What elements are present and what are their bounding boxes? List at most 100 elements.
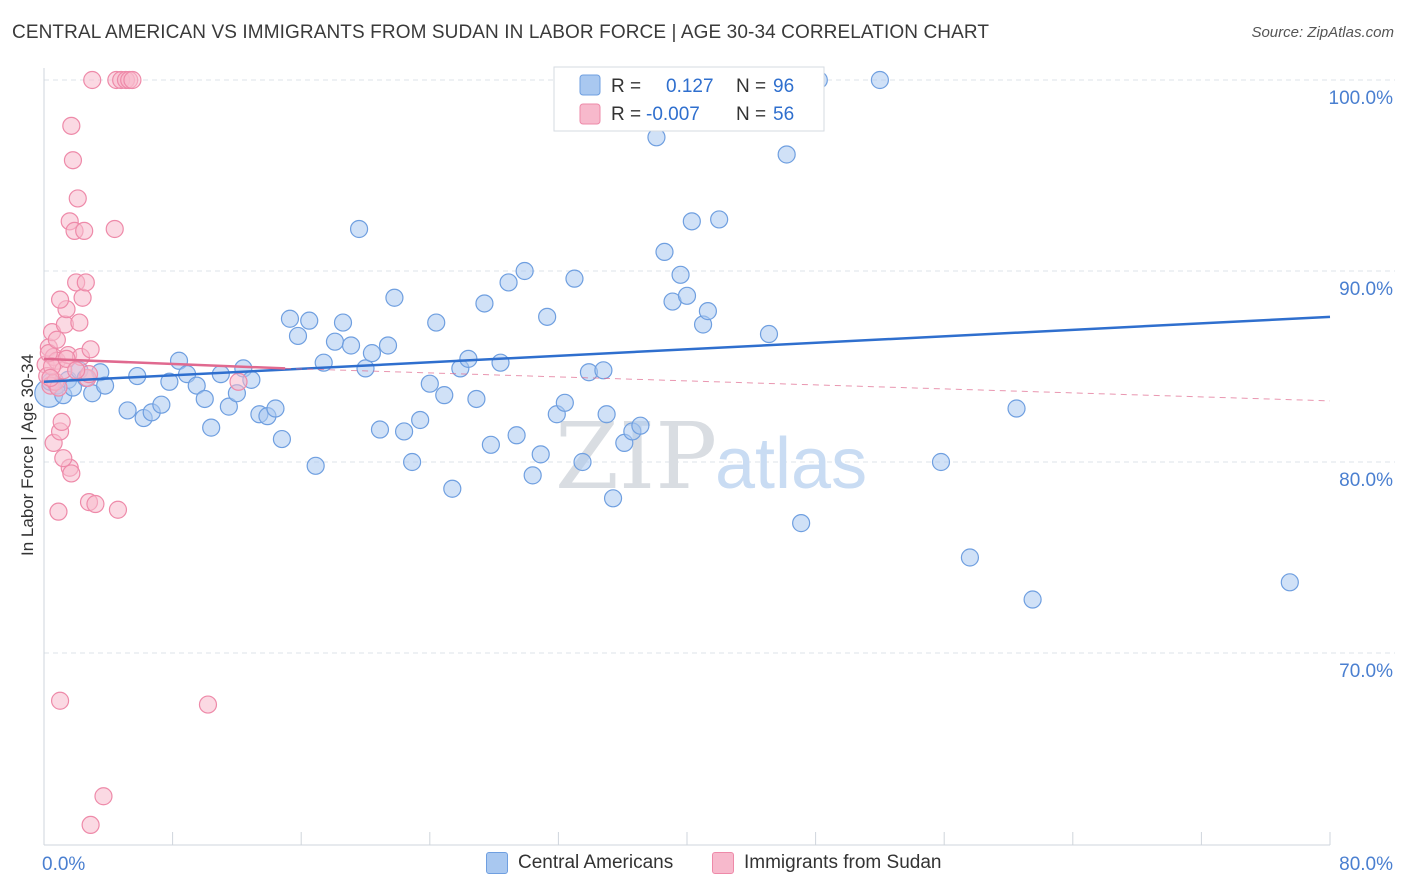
trend-line-extension [285,367,1331,402]
data-point [394,422,414,441]
data-point [272,429,292,449]
data-point [531,445,550,464]
data-point [475,294,494,313]
legend-swatch-sudan [712,852,734,874]
legend-item-sudan[interactable]: Immigrants from Sudan [712,852,941,874]
data-point [710,210,729,229]
data-point [73,288,92,307]
data-point [682,212,701,231]
data-point [573,452,592,472]
data-point [523,466,542,485]
y-tick-label: 80.0% [1339,470,1393,491]
data-point [81,340,100,359]
data-point [341,336,361,355]
data-point [81,815,100,835]
x-tick-labels: 0.0% 80.0% [42,854,1393,875]
data-point [50,290,70,309]
data-point [1007,399,1026,418]
data-point [677,286,697,305]
data-point [86,494,105,514]
data-point [76,273,95,292]
series-central-americans [34,70,1299,609]
data-point [52,412,71,431]
trend-line [43,315,1331,384]
data-point [597,405,616,424]
chart-title: CENTRAL AMERICAN VS IMMIGRANTS FROM SUDA… [12,22,990,43]
data-point [427,313,446,332]
data-point [50,691,70,710]
y-tick-label: 90.0% [1339,279,1393,300]
data-point [403,452,422,472]
data-point [1280,573,1299,592]
data-point [362,344,382,363]
stats-legend: R = 0.127 N = 96 R = -0.007 N = 56 [553,66,825,132]
legend-r-value-pink: -0.007 [646,104,700,125]
data-point [108,500,128,519]
series-sudan [36,70,248,835]
y-axis-label: In Labor Force | Age 30-34 [18,354,37,556]
data-point [306,456,325,475]
legend-r-label-blue: R = [611,76,641,97]
legend-r-value-blue: 0.127 [666,76,714,97]
legend-label-central-americans: Central Americans [518,852,674,873]
data-point [95,376,115,395]
data-point [435,386,454,405]
data-point [67,361,86,380]
trend-line [43,357,286,370]
data-point [960,548,980,567]
source-label: Source: ZipAtlas.com [1251,24,1394,41]
data-point [931,452,951,472]
y-tick-labels: 70.0% 80.0% 90.0% 100.0% [1329,88,1394,682]
legend-n-label-pink: N = [736,104,766,125]
data-point [49,502,68,521]
gridlines [44,79,1395,654]
data-point [870,70,890,90]
watermark-atlas: atlas [715,424,867,504]
legend-swatch-pink [579,103,601,125]
data-point [565,269,584,288]
data-point [195,389,214,409]
data-point [507,426,526,445]
trend-lines [43,315,1331,402]
data-point [385,288,404,307]
legend-item-central-americans[interactable]: Central Americans [486,852,673,874]
data-point [631,416,650,435]
data-point [229,372,248,391]
data-point [603,489,623,508]
data-point [47,330,66,349]
data-point [759,324,779,344]
data-point [118,401,137,420]
data-point [378,336,398,355]
data-point [202,418,221,437]
legend-swatch-central-americans [486,852,508,874]
legend-swatch-blue [579,74,601,96]
data-point [443,479,462,498]
data-point [160,372,179,391]
legend-label-sudan: Immigrants from Sudan [744,852,942,873]
x-tick-label: 80.0% [1339,854,1393,875]
data-point [41,368,60,388]
data-point [94,787,113,806]
data-point [62,116,81,135]
data-point [83,70,102,90]
data-point [671,265,690,284]
data-point [266,399,285,418]
data-point [370,420,390,439]
data-point [75,221,94,240]
data-point [555,393,574,412]
legend-n-label-blue: N = [736,76,766,97]
data-point [420,374,439,393]
data-point [62,464,81,483]
axes [43,68,1331,846]
data-point [288,326,308,346]
data-point [187,376,206,395]
series-legend: Central Americans Immigrants from Sudan [0,852,1406,878]
data-point [655,242,674,261]
legend-n-value-pink: 56 [773,104,794,125]
data-point [491,353,510,372]
data-point [300,311,319,330]
data-point [219,397,238,416]
data-point [792,514,811,533]
data-point [325,332,345,351]
